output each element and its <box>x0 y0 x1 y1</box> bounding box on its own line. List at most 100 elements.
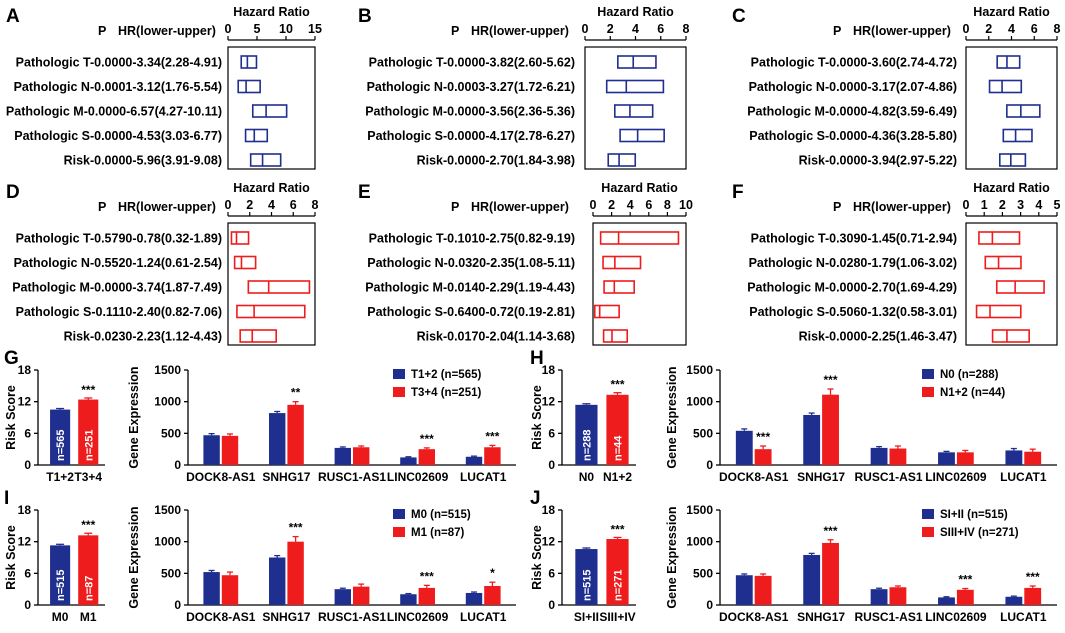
x-tick-label: 8 <box>683 22 690 36</box>
y-tick-label: 12 <box>542 535 556 549</box>
bar-n-label: n=87 <box>83 576 95 601</box>
ci-box <box>607 153 637 167</box>
ci-box <box>233 255 257 270</box>
y-tick-label: 0 <box>548 458 555 472</box>
significance-marker: *** <box>610 378 624 392</box>
significance-marker: *** <box>289 521 303 535</box>
forest-row-label: Pathologic S-0.1110-2.40(0.82-7.06) <box>16 305 222 319</box>
forest-title: Hazard Ratio <box>597 5 674 19</box>
bar <box>400 457 417 465</box>
forest-row-label: Risk-0.0000-5.96(3.91-9.08) <box>64 154 222 168</box>
x-tick-label: LUCAT1 <box>1000 470 1047 484</box>
forest-frame <box>227 222 316 346</box>
x-tick-label: RUSC1-AS1 <box>318 610 386 624</box>
bar <box>269 557 286 605</box>
ci-box <box>603 280 635 294</box>
bar <box>465 592 483 605</box>
forest-title: Hazard Ratio <box>973 181 1050 195</box>
x-tick-label: 10 <box>679 198 693 212</box>
x-tick-label: 2 <box>608 198 615 212</box>
ci-box <box>605 79 665 94</box>
forest-row-label: Pathologic T-0.0000-3.60(2.74-4.72) <box>751 56 957 70</box>
bar <box>822 394 839 465</box>
forest-row-label: Pathologic M-0.0000-6.57(4.27-10.11) <box>6 105 222 119</box>
y-tick-label: 12 <box>18 395 32 409</box>
forest-row-label: Pathologic T-0.3090-1.45(0.71-2.94) <box>751 232 957 246</box>
forest-plot-b: B Hazard Ratio P HR(lower-upper) 0 2 4 6 8 Pathol… <box>358 5 690 170</box>
forest-title: Hazard Ratio <box>233 5 310 19</box>
x-tick-label: SI+II <box>574 610 599 624</box>
significance-marker: *** <box>756 430 770 444</box>
ci-box <box>988 79 1023 94</box>
ci-box <box>247 280 311 294</box>
bar <box>803 554 821 605</box>
panel-label: F <box>732 182 744 203</box>
forest-frame <box>592 222 687 346</box>
x-tick-label: SNHG17 <box>797 470 845 484</box>
forest-title: Hazard Ratio <box>233 181 310 195</box>
ci-box <box>995 280 1045 294</box>
gene-expression-chart-2: 0 500 1000 1500 Gene Expression DOCK8-AS1 SNHG… <box>127 503 516 624</box>
bar-n-label: n=515 <box>581 570 593 602</box>
forest-plot-f: F Hazard Ratio P HR(lower-upper) 0 1 2 3 4 5 Patho… <box>732 181 1061 346</box>
x-tick-label: 0 <box>582 22 589 36</box>
hr-header: HR(lower-upper) <box>471 200 569 214</box>
ci-box <box>619 128 665 143</box>
legend-label: N0 (n=288) <box>940 369 999 381</box>
forest-frame <box>965 222 1058 346</box>
forest-row-label: Pathologic T-0.0000-3.34(2.28-4.91) <box>16 56 222 70</box>
bar <box>334 589 351 605</box>
panel-label: C <box>732 6 746 27</box>
ci-box <box>998 153 1027 167</box>
gene-expression-chart-0: 0 500 1000 1500 Gene Expression DOCK8-AS1 SNHG… <box>127 363 516 484</box>
x-tick-label: 2 <box>999 198 1006 212</box>
y-tick-label: 0 <box>24 458 31 472</box>
bar <box>221 575 239 605</box>
ci-box <box>984 255 1022 270</box>
bar <box>938 597 955 605</box>
ci-box <box>244 128 269 143</box>
forest-row-label: Pathologic M-0.0000-3.74(1.87-7.49) <box>12 281 222 295</box>
ci-box <box>236 304 306 319</box>
bar-n-label: n=288 <box>581 430 593 462</box>
significance-marker: *** <box>824 524 838 538</box>
x-tick-label: 5 <box>254 22 261 36</box>
panel-label: E <box>358 182 371 203</box>
y-tick-label: 500 <box>693 426 713 440</box>
y-tick-label: 12 <box>542 395 556 409</box>
ci-box <box>1006 104 1041 118</box>
risk-score-chart-h: H 0 6 12 18 Risk Score N0 n=288 N1+2 n=44 *** <box>530 348 636 484</box>
ci-box <box>613 104 654 118</box>
gene-expression-chart-3: 0 500 1000 1500 Gene Expression DOCK8-AS1 SNHG… <box>665 503 1057 624</box>
bar <box>484 447 501 465</box>
bar <box>870 589 888 605</box>
x-tick-label: 1 <box>981 198 988 212</box>
forest-row-label: Pathologic M-0.0000-3.56(2.36-5.36) <box>365 105 575 119</box>
y-tick-label: 6 <box>548 426 555 440</box>
x-tick-label: 5 <box>1054 198 1061 212</box>
x-tick-label: 4 <box>632 22 639 36</box>
panel-label: J <box>530 488 541 509</box>
x-tick-label: SNHG17 <box>262 610 310 624</box>
legend-swatch <box>922 369 934 379</box>
bar-n-label: n=251 <box>83 430 95 462</box>
gene-expression-chart-1: 0 500 1000 1500 Gene Expression DOCK8-AS1 *** S… <box>665 363 1057 484</box>
significance-marker: *** <box>824 373 838 387</box>
x-tick-label: DOCK8-AS1 <box>186 470 256 484</box>
ci-box <box>978 231 1021 245</box>
bar <box>353 586 370 605</box>
legend-swatch <box>393 369 405 379</box>
ci-box <box>617 55 657 69</box>
significance-marker: *** <box>420 432 434 446</box>
bar <box>287 404 304 465</box>
y-tick-label: 18 <box>18 503 32 517</box>
x-tick-label: DOCK8-AS1 <box>186 610 256 624</box>
x-tick-label: 10 <box>279 22 293 36</box>
x-tick-label: 0 <box>225 22 232 36</box>
forest-plot-e: E Hazard Ratio P HR(lower-upper) 0 2 4 6 8 10 Path… <box>358 181 693 346</box>
x-tick-label: 6 <box>657 22 664 36</box>
bar <box>418 449 435 465</box>
legend-label: T3+4 (n=251) <box>411 387 481 399</box>
